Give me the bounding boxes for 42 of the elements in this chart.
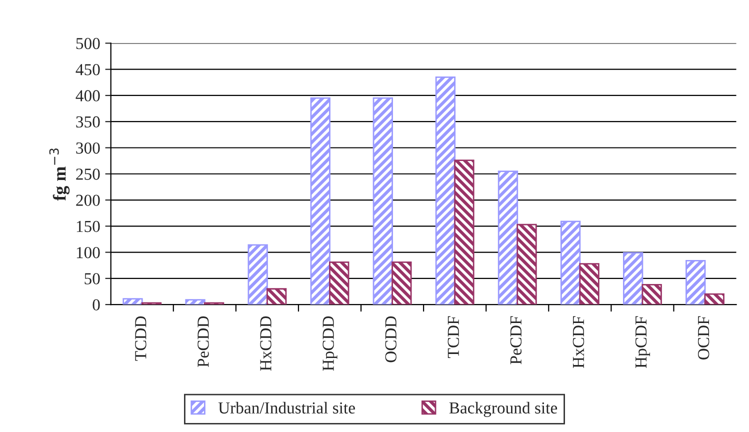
y-tick-label: 0 — [92, 299, 100, 311]
bar — [704, 293, 724, 305]
y-tick-label: 100 — [76, 246, 100, 258]
bar — [248, 244, 268, 305]
bar — [185, 299, 206, 305]
x-tick-label: OCDD — [385, 316, 396, 362]
y-tick-label: 350 — [76, 116, 100, 128]
bar — [622, 252, 644, 305]
x-tick-label: OCDF — [698, 316, 710, 360]
x-tick-label: TCDD — [135, 316, 146, 361]
y-tick-label: 150 — [76, 220, 100, 232]
bar — [329, 262, 350, 305]
y-tick-label: 450 — [76, 64, 100, 76]
x-tick-label: TCDF — [448, 316, 459, 358]
y-tick-label: 250 — [76, 168, 100, 180]
bar — [560, 220, 581, 305]
y-tick-label: 200 — [76, 194, 100, 206]
x-tick-label: HxCDF — [572, 316, 584, 368]
bar — [516, 224, 537, 305]
bar — [372, 97, 393, 305]
x-tick-label: HxCDD — [260, 316, 272, 371]
y-tick-label: 500 — [76, 38, 100, 50]
legend-label: Background site — [449, 402, 558, 417]
bar — [686, 260, 706, 305]
x-tick-label: PeCDF — [510, 316, 522, 364]
bar — [498, 170, 518, 305]
x-tick-label: HpCDF — [635, 316, 650, 368]
bar — [266, 288, 287, 305]
bar — [642, 284, 662, 305]
bar — [310, 97, 330, 305]
bar — [122, 298, 143, 305]
y-tick-label: 400 — [76, 90, 100, 102]
bar — [454, 160, 474, 305]
bar — [579, 263, 600, 305]
y-tick-label: 300 — [76, 142, 100, 154]
y-tick-label: 50 — [84, 273, 100, 284]
x-tick-label: HpCDD — [322, 316, 338, 371]
y-axis-title: fg m$^{−3}$ — [49, 148, 70, 201]
x-tick-label: PeCDD — [198, 316, 209, 368]
bar — [392, 262, 412, 305]
legend-label: Urban/Industrial site — [218, 402, 355, 414]
bar — [435, 76, 456, 305]
